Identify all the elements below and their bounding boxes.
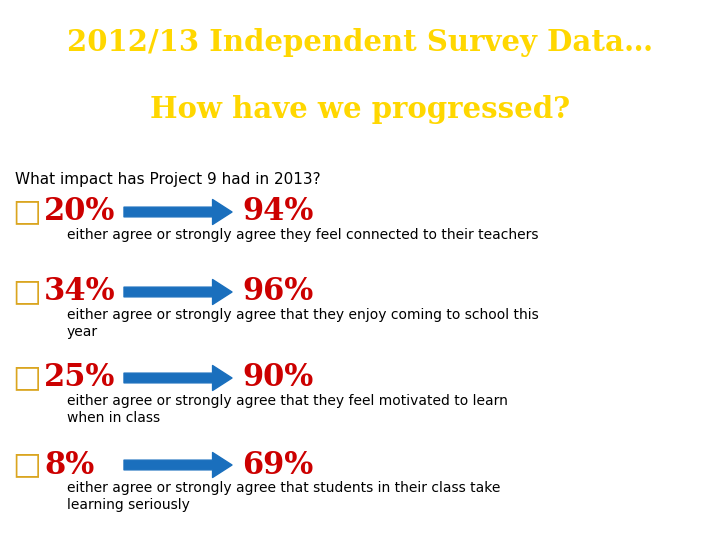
Text: What impact has Project 9 had in 2013?: What impact has Project 9 had in 2013? [15, 172, 320, 187]
Text: □: □ [12, 278, 41, 307]
Text: either agree or strongly agree they feel connected to their teachers: either agree or strongly agree they feel… [67, 228, 539, 242]
Text: 94%: 94% [242, 197, 313, 227]
Text: 90%: 90% [242, 362, 313, 394]
Text: either agree or strongly agree that they feel motivated to learn
when in class: either agree or strongly agree that they… [67, 394, 508, 426]
Text: 25%: 25% [44, 362, 115, 394]
Text: □: □ [12, 363, 41, 393]
Text: 8%: 8% [44, 449, 94, 481]
Text: 96%: 96% [242, 276, 313, 307]
Text: 20%: 20% [44, 197, 115, 227]
Text: either agree or strongly agree that students in their class take
learning seriou: either agree or strongly agree that stud… [67, 481, 500, 512]
Text: 2012/13 Independent Survey Data…: 2012/13 Independent Survey Data… [67, 28, 653, 57]
Text: 69%: 69% [242, 449, 313, 481]
Text: How have we progressed?: How have we progressed? [150, 95, 570, 124]
Text: either agree or strongly agree that they enjoy coming to school this
year: either agree or strongly agree that they… [67, 308, 539, 339]
Text: 34%: 34% [44, 276, 116, 307]
Text: □: □ [12, 450, 41, 480]
Text: □: □ [12, 198, 41, 226]
